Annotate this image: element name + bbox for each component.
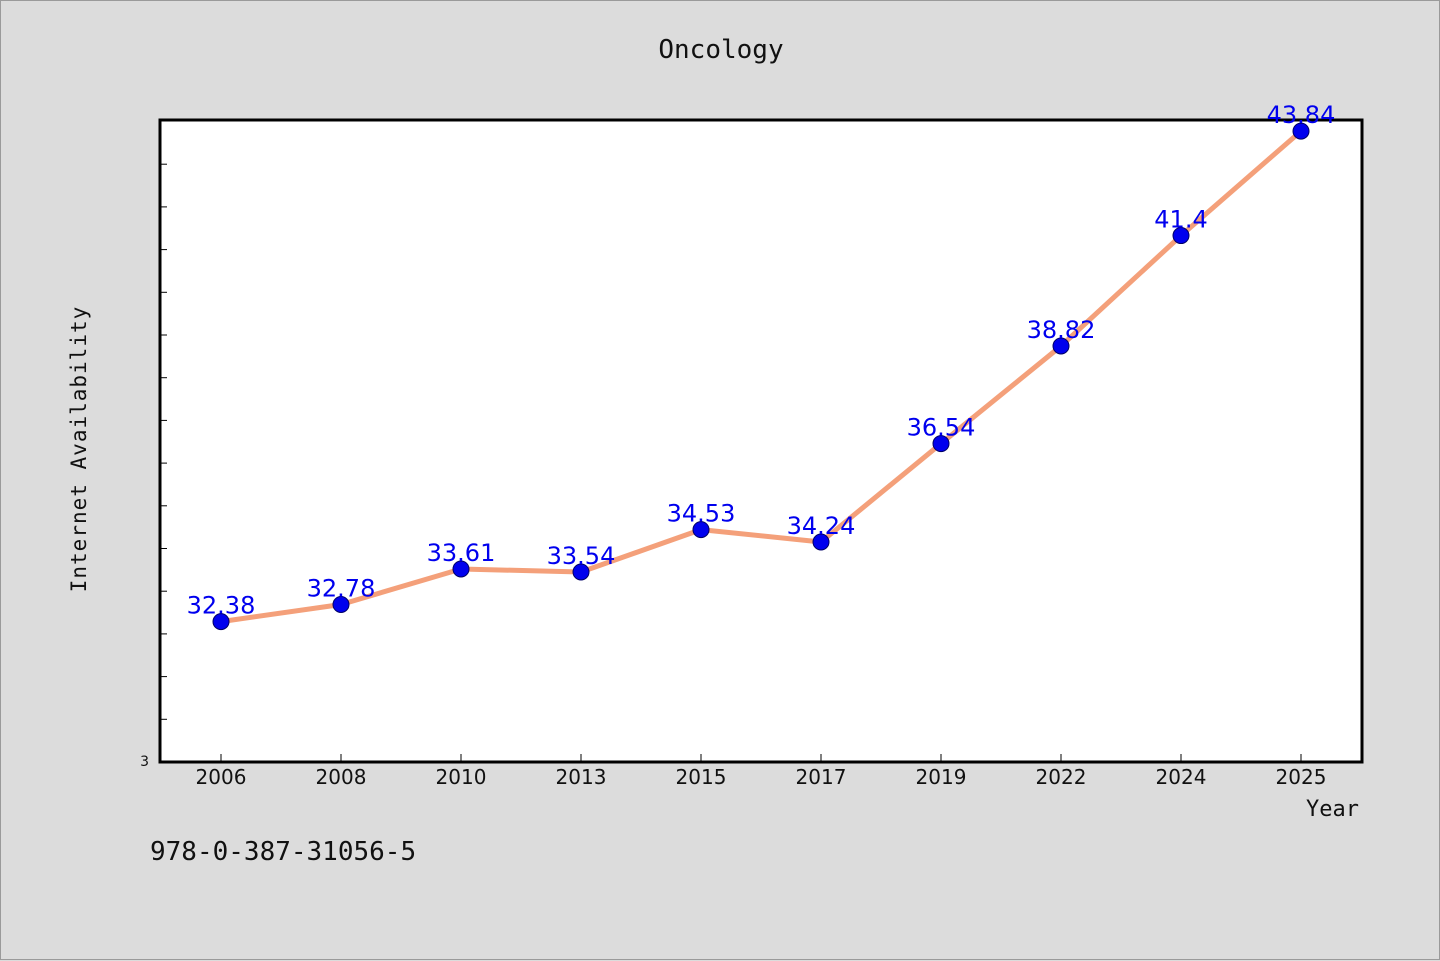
data-point (932, 435, 950, 453)
x-tick-label: 2006 (196, 765, 247, 789)
data-label: 41.4 (1154, 206, 1207, 234)
data-label: 34.24 (787, 512, 856, 540)
x-tick-label: 2017 (796, 765, 847, 789)
x-tick-label: 2008 (316, 765, 367, 789)
x-tick-label: 2010 (436, 765, 487, 789)
data-label: 34.53 (667, 500, 736, 528)
y-axis-min-label: 3 (140, 754, 149, 770)
data-point (1172, 227, 1190, 245)
data-point (812, 533, 830, 551)
data-label: 32.78 (307, 574, 376, 602)
x-tick-label: 2019 (916, 765, 967, 789)
data-label: 33.61 (427, 539, 496, 567)
chart-title: Oncology (658, 35, 784, 65)
data-point (1292, 122, 1310, 140)
y-axis-ticks (160, 163, 167, 720)
data-label: 38.82 (1027, 316, 1096, 344)
x-axis-label: Year (1306, 797, 1359, 822)
data-point (572, 563, 590, 581)
plot-area (158, 118, 1364, 764)
series-line (218, 128, 1304, 625)
x-axis-ticks: 2006 2008 2010 2013 2015 2017 2019 2022 2024 2025 (196, 754, 1327, 789)
data-point (332, 595, 350, 613)
footnote-isbn: 978-0-387-31056-5 (150, 837, 417, 867)
x-tick-label: 2013 (556, 765, 607, 789)
series-group (212, 122, 1310, 631)
x-tick-label: 2025 (1276, 765, 1327, 789)
data-point (452, 560, 470, 578)
data-label: 36.54 (907, 414, 976, 442)
data-label: 43.84 (1267, 101, 1336, 129)
data-labels-group: 32.38 32.78 33.61 33.54 34.53 34.24 36.54 38.82… (187, 101, 1336, 619)
data-point (692, 521, 710, 539)
data-point (1052, 337, 1070, 355)
x-tick-label: 2022 (1036, 765, 1087, 789)
x-tick-label: 2015 (676, 765, 727, 789)
x-tick-label: 2024 (1156, 765, 1207, 789)
data-point (212, 613, 230, 631)
data-label: 33.54 (547, 542, 616, 570)
data-label: 32.38 (187, 592, 256, 620)
